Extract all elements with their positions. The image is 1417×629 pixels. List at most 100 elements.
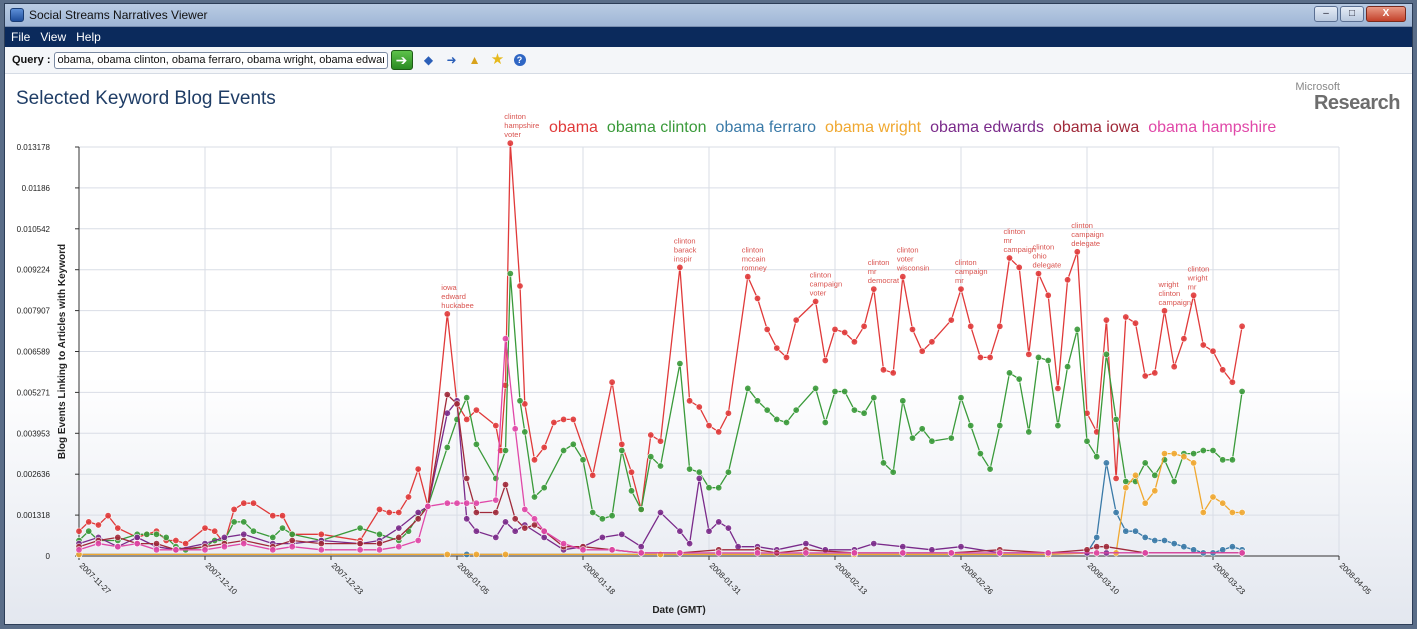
data-point xyxy=(1005,254,1013,262)
data-point xyxy=(1073,248,1081,256)
data-point xyxy=(870,394,878,402)
data-point xyxy=(1073,325,1081,333)
data-point xyxy=(860,322,868,330)
back-arrow-icon[interactable]: ◆ xyxy=(423,53,434,67)
annotation-label: clinton xyxy=(810,271,832,280)
data-point xyxy=(516,282,524,290)
data-point xyxy=(1209,493,1217,501)
query-input[interactable] xyxy=(53,51,388,69)
data-point xyxy=(1122,527,1130,535)
x-tick-label: 2008-03-23 xyxy=(1212,561,1248,597)
data-point xyxy=(395,533,403,541)
data-point xyxy=(501,481,509,489)
y-tick-label: 0.003953 xyxy=(17,429,51,438)
annotation-label: clinton xyxy=(1159,289,1181,298)
data-point xyxy=(569,415,577,423)
data-point xyxy=(1151,487,1159,495)
data-point xyxy=(579,546,587,554)
data-point xyxy=(278,512,286,520)
menu-view[interactable]: View xyxy=(40,30,67,44)
close-button[interactable]: X xyxy=(1366,6,1406,22)
data-point xyxy=(889,468,897,476)
data-point xyxy=(501,446,509,454)
x-tick-label: 2007-11-27 xyxy=(78,561,113,596)
data-point xyxy=(133,533,141,541)
data-point xyxy=(870,285,878,293)
data-point xyxy=(715,428,723,436)
data-point xyxy=(220,533,228,541)
data-point xyxy=(773,415,781,423)
data-point xyxy=(957,394,965,402)
data-point xyxy=(1093,543,1101,551)
data-point xyxy=(1064,276,1072,284)
star-icon[interactable]: ★ xyxy=(490,51,505,68)
data-point xyxy=(317,546,325,554)
menu-bar: File View Help xyxy=(5,27,1412,47)
data-point xyxy=(530,521,538,529)
menu-help[interactable]: Help xyxy=(76,30,101,44)
data-point xyxy=(763,325,771,333)
arrow-right-icon: ➔ xyxy=(395,52,408,68)
data-point xyxy=(453,499,461,507)
data-point xyxy=(899,543,907,551)
annotation-label: clinton xyxy=(868,258,890,267)
data-point xyxy=(1054,422,1062,430)
data-point xyxy=(1083,437,1091,445)
data-point xyxy=(230,518,238,526)
data-point xyxy=(1102,316,1110,324)
data-point xyxy=(540,533,548,541)
data-point xyxy=(1238,322,1246,330)
data-point xyxy=(608,378,616,386)
maximize-button[interactable]: □ xyxy=(1340,6,1364,22)
title-bar[interactable]: Social Streams Narratives Viewer – □ X xyxy=(5,4,1412,27)
minimize-button[interactable]: – xyxy=(1314,6,1338,22)
data-point xyxy=(734,543,742,551)
chart-panel: Selected Keyword Blog Events Microsoft R… xyxy=(5,74,1412,624)
data-point xyxy=(1112,415,1120,423)
data-point xyxy=(850,549,858,557)
x-tick-label: 2008-01-31 xyxy=(708,561,744,597)
data-point xyxy=(501,550,509,558)
help-icon[interactable]: ? xyxy=(513,54,526,66)
data-point xyxy=(967,422,975,430)
data-point xyxy=(1161,450,1169,458)
data-point xyxy=(1064,363,1072,371)
logo-line2: Research xyxy=(1313,92,1401,114)
annotation-label: campaign xyxy=(1003,245,1036,254)
data-point xyxy=(996,549,1004,557)
data-point xyxy=(792,316,800,324)
data-point xyxy=(240,499,248,507)
annotation-label: clinton xyxy=(674,236,696,245)
data-point xyxy=(705,527,713,535)
menu-file[interactable]: File xyxy=(11,30,31,44)
data-point xyxy=(414,508,422,516)
annotation-label: huckabee xyxy=(441,301,474,310)
data-point xyxy=(511,527,519,535)
data-point xyxy=(821,418,829,426)
data-point xyxy=(792,406,800,414)
data-point xyxy=(598,515,606,523)
data-point xyxy=(133,540,141,548)
series-line-obama-wright xyxy=(79,452,1243,556)
bell-icon[interactable]: ▲ xyxy=(468,53,481,67)
data-point xyxy=(560,446,568,454)
data-point xyxy=(879,366,887,374)
data-point xyxy=(288,530,296,538)
data-point xyxy=(1228,378,1236,386)
data-point xyxy=(608,546,616,554)
data-point xyxy=(143,530,151,538)
go-button[interactable]: ➔ xyxy=(390,50,413,70)
data-point xyxy=(1180,453,1188,461)
data-point xyxy=(1122,477,1130,485)
y-tick-label: 0.006589 xyxy=(17,348,51,357)
data-point xyxy=(269,546,277,554)
data-point xyxy=(1199,508,1207,516)
data-point xyxy=(1093,549,1101,557)
data-point xyxy=(821,546,829,554)
data-point xyxy=(618,440,626,448)
data-point xyxy=(1180,543,1188,551)
forward-arrow-icon[interactable]: ➜ xyxy=(446,53,457,67)
series-line-obama-ferraro xyxy=(79,462,1243,556)
data-point xyxy=(317,530,325,538)
data-point xyxy=(656,550,664,558)
